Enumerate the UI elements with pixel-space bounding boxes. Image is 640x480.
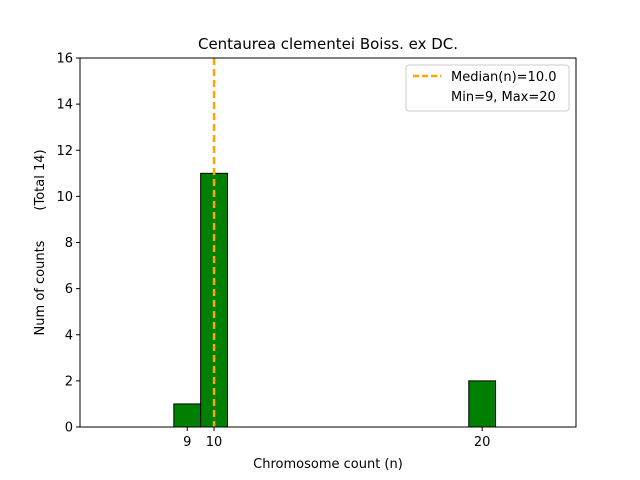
histogram-bar-9: [173, 403, 202, 428]
chart-title: Centaurea clementei Boiss. ex DC.: [198, 35, 458, 53]
x-axis-label: Chromosome count (n): [253, 457, 403, 472]
y-tick-label-2: 2: [65, 374, 73, 389]
plot-area: [173, 58, 497, 428]
y-tick-label-12: 12: [56, 144, 73, 159]
y-tick-label-6: 6: [65, 282, 73, 297]
axes-frame: [79, 57, 577, 428]
y-axis-ticks: 0 2 4 6 8 10 12 14 16: [56, 52, 80, 436]
axes: [79, 57, 577, 428]
legend-range-label: Min=9, Max=20: [451, 90, 556, 105]
legend: Median(n)=10.0 Min=9, Max=20: [405, 64, 570, 112]
x-tick-label-10: 10: [206, 435, 223, 450]
y-tick-label-14: 14: [56, 98, 73, 113]
legend-box: [405, 64, 570, 112]
y-tick-label-8: 8: [65, 236, 73, 251]
y-tick-label-4: 4: [65, 328, 73, 343]
x-tick-label-9: 9: [183, 435, 191, 450]
y-tick-label-16: 16: [56, 52, 73, 67]
x-axis-ticks: 9 10 20: [183, 427, 490, 450]
y-axis-label: Num of counts: [33, 240, 48, 335]
histogram-bar-20: [468, 380, 497, 428]
y-tick-label-10: 10: [56, 190, 73, 205]
x-tick-label-20: 20: [474, 435, 491, 450]
y-tick-label-0: 0: [65, 421, 73, 436]
y-axis-total-label: (Total 14): [33, 149, 48, 210]
legend-median-label: Median(n)=10.0: [451, 70, 557, 85]
